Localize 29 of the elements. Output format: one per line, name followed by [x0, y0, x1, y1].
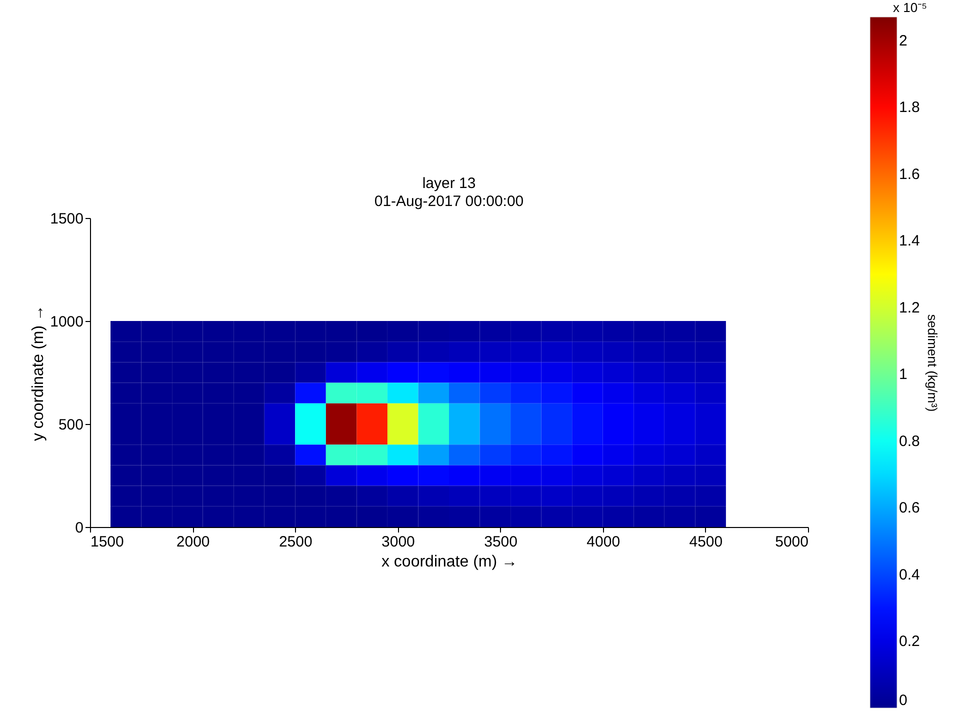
x-axis-title: x coordinate (m) → [381, 554, 518, 570]
color-bar-label: 2 [899, 32, 908, 50]
y-axis-title: y coordinate (m) → [30, 304, 48, 442]
color-bar-label: 0 [899, 692, 908, 709]
chart-subtitle: 01-Aug-2017 00:00:00 [374, 193, 524, 210]
x-tick-label: 2500 [278, 534, 312, 550]
x-tick-label: 3000 [382, 534, 415, 550]
color-bar-label: 0.6 [899, 500, 920, 517]
x-tick-label: 5000 [775, 534, 808, 550]
color-bar-label: 0.8 [899, 432, 920, 450]
y-tick-label: 500 [58, 416, 84, 434]
color-bar-label: 1.2 [899, 299, 920, 316]
color-bar-label: 1 [899, 366, 908, 384]
color-bar-label: 1.8 [899, 99, 920, 116]
color-bar-label: 0.2 [899, 633, 920, 650]
x-tick-label: 2000 [176, 534, 210, 550]
x-tick-label: 1500 [90, 534, 124, 550]
x-tick-label: 4000 [586, 534, 620, 550]
y-tick-label: 1000 [50, 314, 84, 330]
color-bar-title: sediment (kg/m³) [925, 314, 940, 412]
text: x 10⁻⁵ [893, 0, 927, 15]
chart-title: layer 13 [422, 175, 476, 192]
color-bar-label: 1.4 [899, 232, 920, 250]
color-bar-label: 0.4 [899, 566, 920, 584]
y-tick-label: 0 [75, 520, 84, 536]
color-bar-label: 1.6 [899, 166, 920, 183]
x-tick-label: 4500 [689, 534, 723, 550]
y-tick-label: 1500 [50, 210, 84, 228]
x-tick-label: 3500 [484, 534, 518, 550]
